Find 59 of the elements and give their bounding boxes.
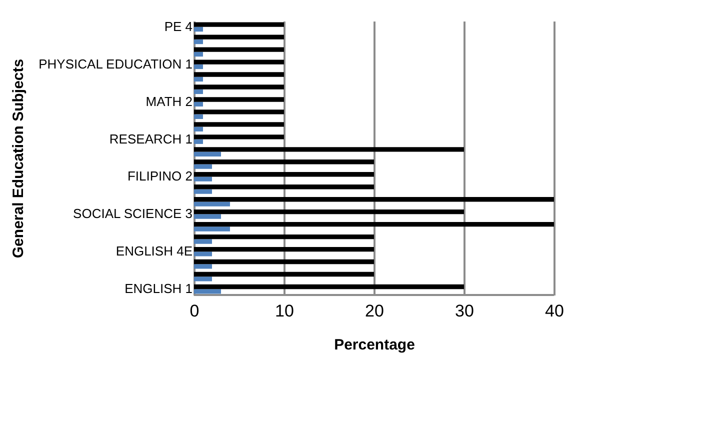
bar bbox=[194, 197, 554, 202]
bar bbox=[194, 226, 230, 232]
bar bbox=[194, 172, 374, 177]
bar bbox=[194, 110, 284, 114]
bar bbox=[194, 252, 212, 256]
bar bbox=[194, 39, 203, 44]
bar bbox=[194, 147, 464, 152]
bar bbox=[194, 60, 284, 64]
bar bbox=[194, 84, 284, 90]
bar bbox=[194, 126, 203, 132]
bar bbox=[194, 289, 221, 294]
y-tick-label: FILIPINO 2 bbox=[127, 168, 192, 184]
x-axis-title: Percentage bbox=[334, 336, 415, 354]
bar bbox=[194, 176, 212, 182]
bar bbox=[194, 276, 212, 282]
y-axis-title: General Education Subjects bbox=[10, 58, 28, 258]
y-tick-label: ENGLISH 1 bbox=[124, 281, 192, 296]
bar bbox=[194, 164, 212, 169]
bar bbox=[194, 89, 203, 94]
bar bbox=[194, 259, 374, 264]
y-tick-label: MATH 2 bbox=[146, 94, 192, 109]
bar bbox=[194, 97, 284, 102]
bar bbox=[194, 52, 203, 57]
bar bbox=[194, 284, 464, 290]
bar bbox=[194, 160, 374, 164]
bar bbox=[194, 26, 203, 32]
bar bbox=[194, 76, 203, 82]
bar bbox=[194, 222, 554, 227]
bar bbox=[194, 202, 230, 206]
bar bbox=[194, 209, 464, 214]
bar bbox=[194, 72, 284, 77]
bar bbox=[194, 239, 212, 244]
bar bbox=[194, 246, 374, 252]
x-tick-label: 30 bbox=[455, 302, 474, 320]
bar bbox=[194, 22, 284, 27]
x-tick-label: 40 bbox=[545, 302, 564, 320]
bar bbox=[194, 214, 221, 219]
x-tick-label: 20 bbox=[365, 302, 384, 320]
bar bbox=[194, 264, 212, 269]
x-tick-label: 0 bbox=[190, 302, 200, 320]
bar bbox=[194, 114, 203, 119]
bar bbox=[194, 139, 203, 144]
bar bbox=[194, 134, 284, 140]
y-tick-label: RESEARCH 1 bbox=[109, 131, 192, 146]
y-tick-label: ENGLISH 4E bbox=[116, 244, 193, 259]
bar bbox=[194, 122, 284, 127]
bar bbox=[194, 189, 212, 194]
y-tick-label: PHYSICAL EDUCATION 1 bbox=[38, 56, 192, 72]
x-tick-label: 10 bbox=[275, 302, 294, 320]
y-tick-label: PE 4 bbox=[164, 18, 192, 34]
bar bbox=[194, 47, 284, 52]
y-tick-label: SOCIAL SCIENCE 3 bbox=[73, 206, 192, 222]
bar bbox=[194, 184, 374, 190]
bar bbox=[194, 272, 374, 277]
bar bbox=[194, 64, 203, 70]
bar bbox=[194, 102, 203, 107]
bar bbox=[194, 152, 221, 156]
bar bbox=[194, 234, 374, 240]
bar bbox=[194, 34, 284, 40]
